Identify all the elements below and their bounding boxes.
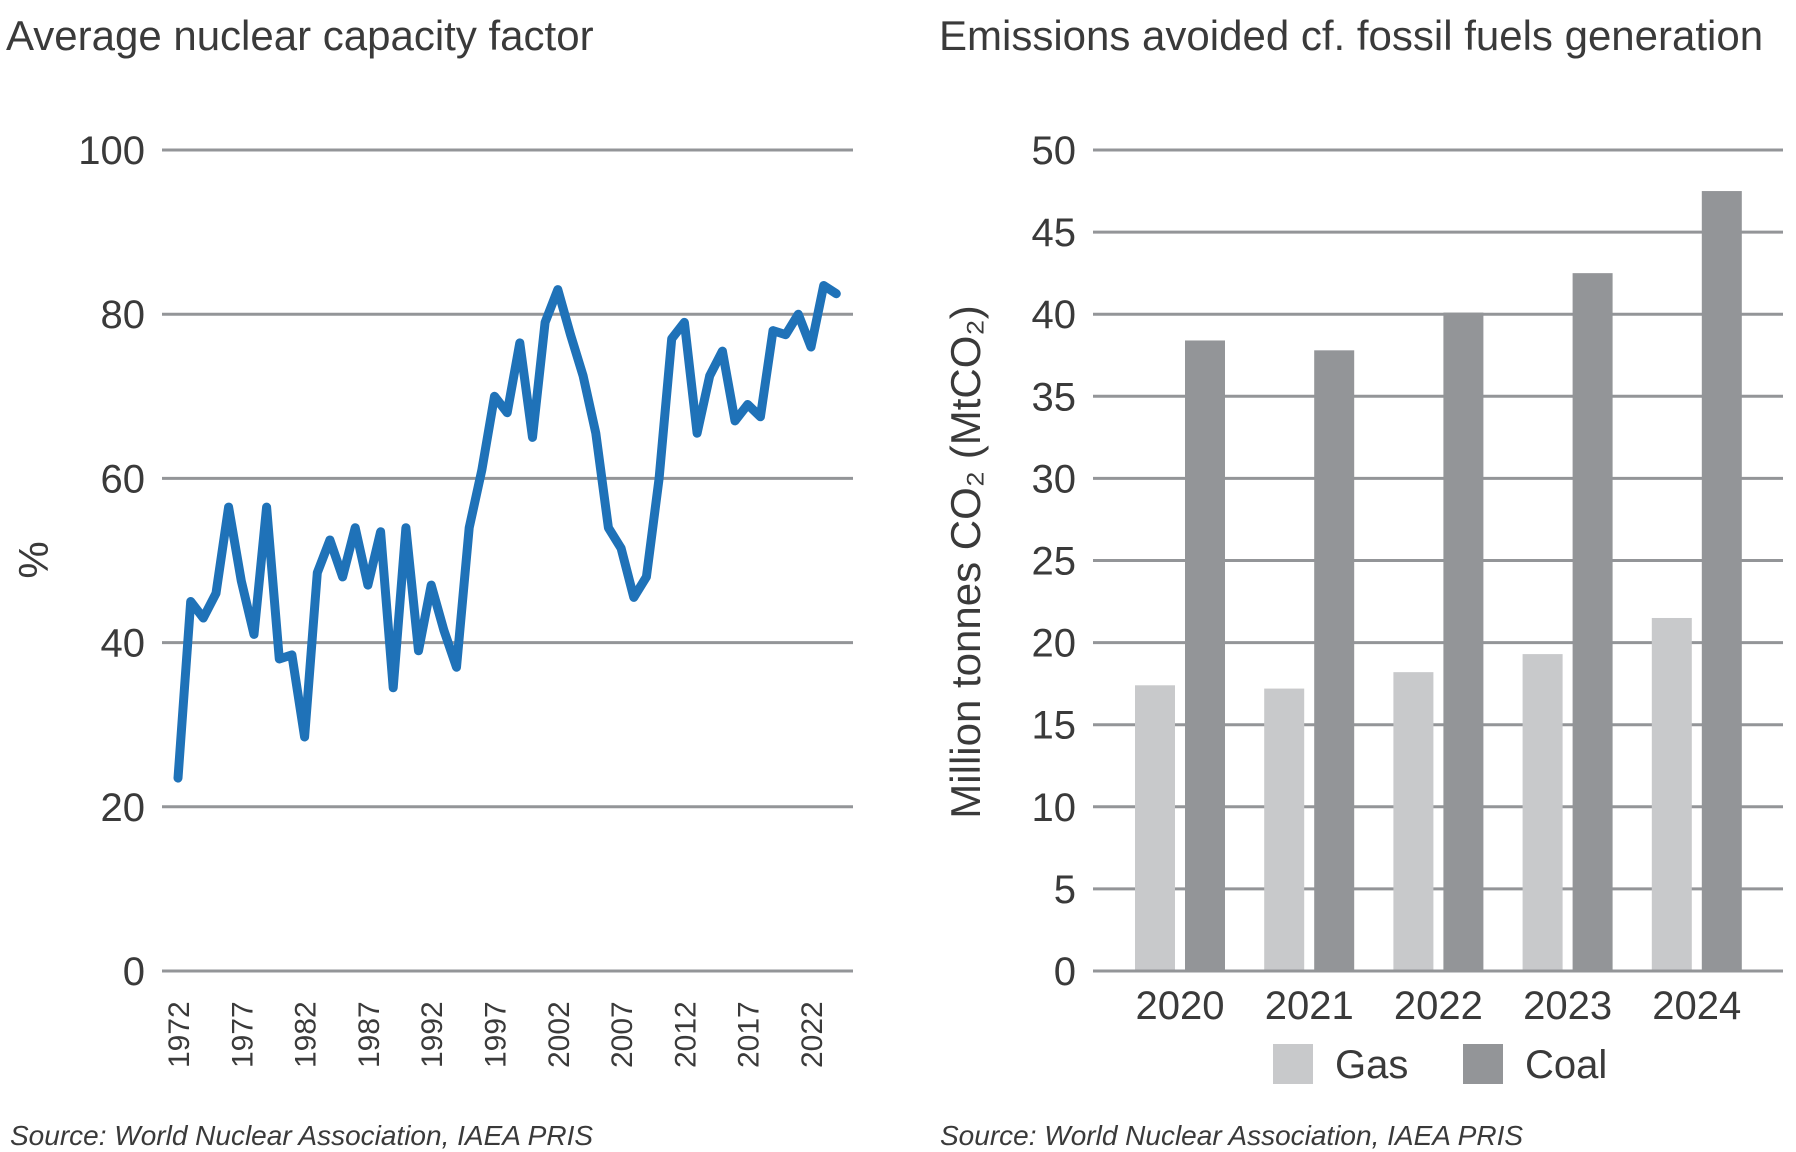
y-tick-label: 10 <box>1032 786 1077 830</box>
left-chart-title: Average nuclear capacity factor <box>6 12 594 59</box>
legend-swatch-gas <box>1273 1044 1313 1084</box>
y-tick-label: 60 <box>101 457 146 501</box>
left-source-note: Source: World Nuclear Association, IAEA … <box>10 1120 593 1151</box>
x-tick-label: 1972 <box>163 1001 196 1068</box>
bar-coal-2020 <box>1185 340 1225 970</box>
y-tick-label: 40 <box>101 622 146 666</box>
legend-label-coal: Coal <box>1525 1043 1607 1087</box>
y-tick-label: 30 <box>1032 457 1077 501</box>
bar-gas-2024 <box>1651 617 1692 970</box>
x-tick-label: 1997 <box>480 1001 513 1068</box>
x-tick-label: 2017 <box>733 1001 766 1068</box>
y-tick-label: 0 <box>123 950 145 994</box>
bar-coal-2023 <box>1572 273 1613 970</box>
line-chart: 0 20 40 60 80 100 1972 1977 1982 1987 1992 1997 2002… <box>78 129 853 1068</box>
x-tick-label: 2007 <box>606 1001 639 1068</box>
left-y-axis-label: % <box>10 541 57 578</box>
right-source-note: Source: World Nuclear Association, IAEA … <box>940 1120 1523 1151</box>
x-tick-label: 2023 <box>1523 984 1612 1028</box>
y-tick-label: 50 <box>1032 129 1077 173</box>
legend-label-gas: Gas <box>1335 1043 1408 1087</box>
x-tick-label: 2024 <box>1652 984 1741 1028</box>
y-tick-label: 20 <box>101 786 146 830</box>
y-tick-label: 40 <box>1032 293 1077 337</box>
x-tick-label: 2022 <box>796 1001 829 1068</box>
y-tick-label: 35 <box>1032 375 1077 419</box>
bar-gas-2021 <box>1264 688 1305 970</box>
y-tick-label: 80 <box>101 293 146 337</box>
right-y-axis-label: Million tonnes CO₂ (MtCO₂) <box>942 305 989 818</box>
x-tick-label: 1987 <box>353 1001 386 1068</box>
y-tick-label: 25 <box>1032 540 1077 584</box>
x-tick-label: 2020 <box>1136 984 1225 1028</box>
bar-coal-2021 <box>1314 350 1355 970</box>
x-tick-label: 1977 <box>226 1001 259 1068</box>
y-tick-label: 0 <box>1054 950 1076 994</box>
legend-swatch-coal <box>1463 1044 1503 1084</box>
capacity-factor-line <box>173 281 841 783</box>
y-tick-label: 20 <box>1032 622 1077 666</box>
right-chart-title: Emissions avoided cf. fossil fuels gener… <box>939 12 1763 59</box>
bar-coal-2022 <box>1443 312 1484 970</box>
y-tick-label: 45 <box>1032 211 1077 255</box>
y-tick-label: 5 <box>1054 868 1076 912</box>
y-tick-label: 15 <box>1032 704 1077 748</box>
x-tick-label: 2022 <box>1394 984 1483 1028</box>
x-tick-label: 1982 <box>290 1001 323 1068</box>
x-tick-label: 2012 <box>669 1001 702 1068</box>
x-tick-label: 1992 <box>416 1001 449 1068</box>
y-tick-label: 100 <box>78 129 145 173</box>
x-tick-label: 2021 <box>1265 984 1354 1028</box>
bar-gas-2020 <box>1135 685 1175 970</box>
bar-gas-2022 <box>1393 672 1434 970</box>
bar-chart: 0 5 10 15 20 25 30 35 40 45 50 2020 2021 2022 2023 2024… <box>1032 129 1783 1087</box>
bar-gas-2023 <box>1522 654 1563 970</box>
bar-coal-2024 <box>1701 191 1742 970</box>
x-tick-label: 2002 <box>543 1001 576 1068</box>
